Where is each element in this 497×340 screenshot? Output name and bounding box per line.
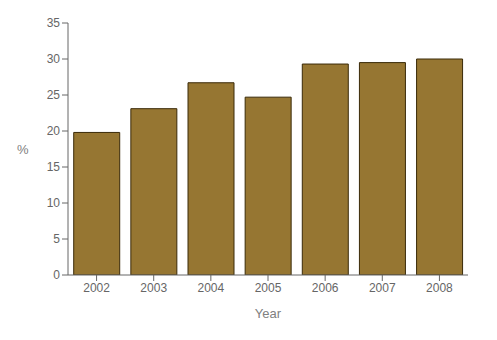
svg-text:%: %	[17, 142, 29, 157]
svg-text:10: 10	[47, 196, 61, 210]
svg-text:20: 20	[47, 124, 61, 138]
svg-text:2006: 2006	[312, 281, 339, 295]
svg-text:2005: 2005	[255, 281, 282, 295]
svg-text:2008: 2008	[426, 281, 453, 295]
svg-text:35: 35	[47, 16, 61, 30]
svg-text:2003: 2003	[140, 281, 167, 295]
svg-text:15: 15	[47, 160, 61, 174]
svg-text:0: 0	[53, 268, 60, 282]
svg-text:2004: 2004	[198, 281, 225, 295]
svg-text:25: 25	[47, 88, 61, 102]
svg-text:2007: 2007	[369, 281, 396, 295]
svg-text:30: 30	[47, 52, 61, 66]
svg-text:2002: 2002	[83, 281, 110, 295]
svg-text:Year: Year	[255, 306, 282, 321]
svg-text:5: 5	[53, 232, 60, 246]
